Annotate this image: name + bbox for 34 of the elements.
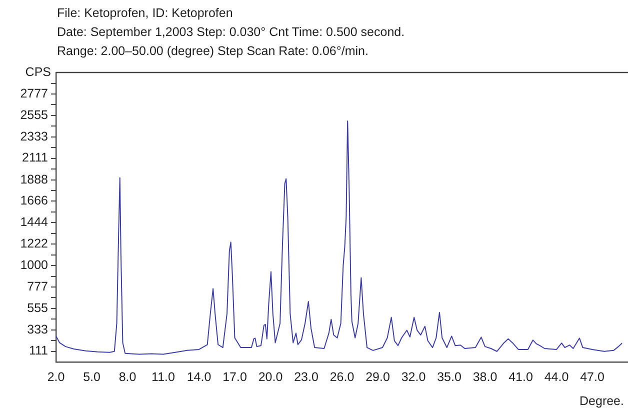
x-tick-label: 14.0 [186, 370, 212, 384]
x-tick-label: 8.0 [118, 370, 136, 384]
chart-subtitle: Date: September 1,2003 Step: 0.030° Cnt Time: 0.500 second. [57, 24, 405, 41]
x-tick-label: 41.0 [508, 370, 533, 384]
x-tick-label: 17.0 [222, 370, 247, 384]
y-tick-label: 2111 [22, 150, 48, 165]
y-tick-label: 1444 [20, 215, 48, 230]
x-tick-label: 20.0 [258, 370, 283, 384]
y-tick-label: 111 [28, 344, 48, 358]
y-tick-label: 777 [27, 279, 48, 294]
y-tick-label: 1000 [20, 258, 48, 272]
x-tick-label: 23.0 [294, 370, 318, 384]
y-tick-label: 2777 [20, 86, 48, 100]
y-tick-label: 2333 [20, 129, 48, 144]
x-tick-label: 5.0 [83, 370, 100, 384]
y-tick-label: 555 [27, 300, 48, 315]
y-tick-label: 333 [27, 322, 48, 336]
y-tick-label: 1222 [20, 236, 48, 251]
x-tick-label: 44.0 [544, 370, 569, 384]
x-tick-label: 38.0 [472, 370, 498, 384]
chart-title: File: Ketoprofen, ID: Ketoprofen [57, 5, 234, 22]
x-tick-label: 29.0 [366, 370, 390, 384]
x-tick-label: 11.0 [152, 370, 175, 384]
x-tick-label: 35.0 [437, 370, 462, 384]
x-tick-label: 26.0 [330, 370, 354, 384]
y-tick-label: 2555 [20, 108, 48, 122]
y-tick-label: 1666 [20, 194, 48, 208]
y-axis-title: CPS [25, 64, 51, 79]
x-axis-title: Degree. [580, 394, 624, 408]
x-tick-label: 32.0 [401, 370, 426, 384]
y-tick-label: 1888 [20, 172, 48, 186]
x-tick-label: 2.0 [47, 370, 65, 384]
text: Range: 2.00–50.00 (degree) Step Scan Rate: 0.06°/min. [57, 43, 370, 60]
x-tick-label: 47.0 [580, 370, 604, 384]
